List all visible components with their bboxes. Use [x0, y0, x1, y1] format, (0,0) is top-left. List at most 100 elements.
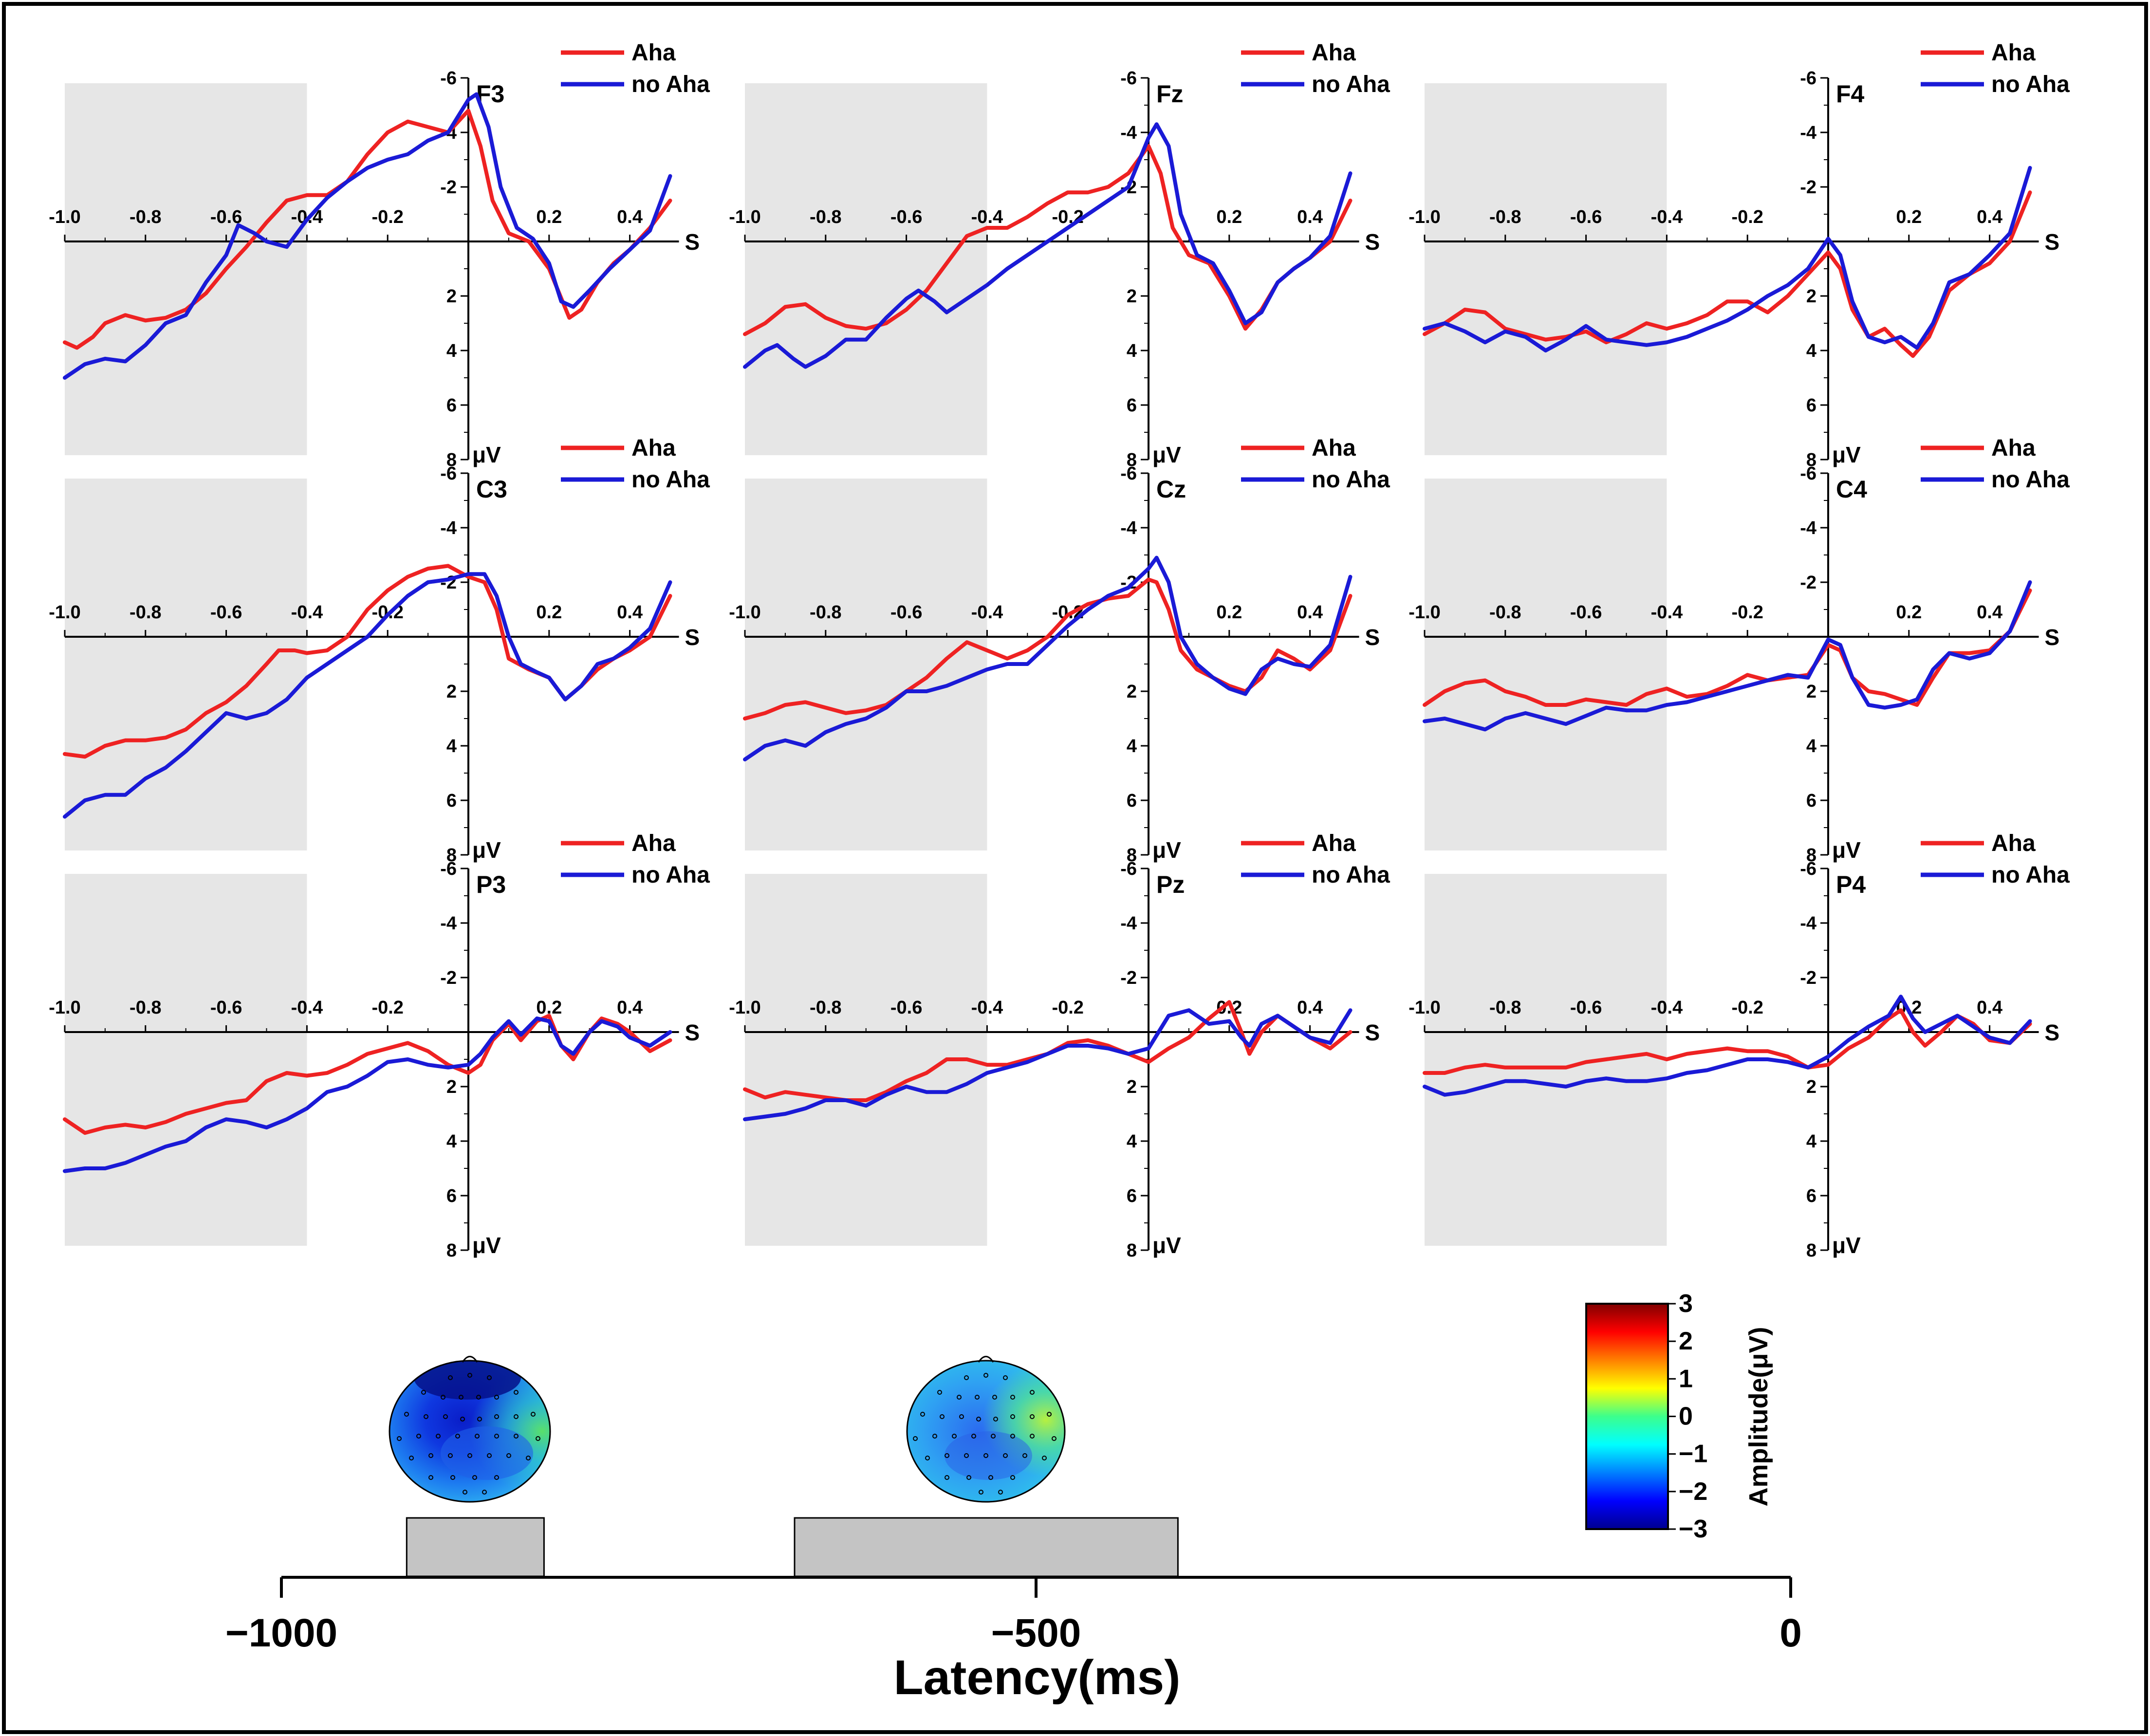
legend-label-aha: Aha [1312, 831, 1356, 856]
electrode-dot [971, 1434, 976, 1439]
electrode-dot [964, 1453, 969, 1458]
x-tick-label: 0.4 [1977, 207, 2002, 227]
timeline-tick-label: −500 [991, 1611, 1081, 1655]
electrode-dot [475, 1434, 480, 1439]
electrode-dot [1010, 1434, 1015, 1439]
y-tick-label: 6 [1806, 791, 1816, 811]
y-tick-label: 8 [446, 845, 457, 866]
y-tick-label: 6 [1806, 1186, 1816, 1206]
electrode-dot [1030, 1390, 1035, 1395]
y-tick-label: -4 [1120, 913, 1137, 934]
x-tick-label: -0.2 [1731, 207, 1763, 227]
x-tick-label: -0.2 [1052, 207, 1083, 227]
baseline-shade [1425, 479, 1667, 850]
x-unit-label: S [1365, 1020, 1380, 1045]
legend-label-aha: Aha [1312, 40, 1356, 66]
colorbar: 3 2 1 0 −1 −2 −3 Amplitude(μV) [1585, 1290, 1773, 1543]
legend-label-aha: Aha [631, 831, 676, 856]
electrode-dot [421, 1390, 426, 1395]
electrode-dot [487, 1375, 492, 1380]
panel-P4: -1.0 -0.8 -0.6 -0.4 -0.2 0.2 0.4-6-4-22468SμVP… [1409, 831, 2070, 1261]
electrode-dot [531, 1412, 536, 1417]
y-tick-label: 6 [1127, 395, 1137, 416]
electrode-dot [397, 1436, 402, 1441]
y-unit-label: μV [1832, 442, 1861, 467]
electrode-dot [1030, 1434, 1035, 1439]
x-tick-label: 0.4 [617, 207, 643, 227]
y-tick-label: 6 [1127, 1186, 1137, 1206]
panel-P3: -1.0 -0.8 -0.6 -0.4 -0.2 0.2 0.4-6-4-22468SμVP… [49, 831, 710, 1261]
series-aha [1423, 1008, 2032, 1075]
electrode-dot [526, 1456, 531, 1460]
x-tick-label: -0.2 [1052, 997, 1083, 1018]
electrode-dot [424, 1414, 428, 1419]
x-tick-label: -0.8 [1489, 602, 1521, 623]
electrode-dot [450, 1475, 455, 1480]
series-no-aha [63, 92, 672, 380]
y-tick-label: 6 [446, 1186, 457, 1206]
x-tick-label: -0.2 [1731, 997, 1763, 1018]
electrode-dot [1047, 1412, 1052, 1417]
y-tick-label: -6 [1120, 463, 1137, 484]
x-tick-label: 0.4 [1977, 602, 2002, 623]
baseline-shade [1425, 874, 1667, 1246]
y-tick-label: 8 [1806, 450, 1816, 470]
electrode-dot [1010, 1414, 1015, 1419]
x-tick-label: -0.4 [291, 602, 323, 623]
y-tick-label: 2 [1806, 682, 1816, 702]
series-aha [63, 1014, 672, 1135]
baseline-shade [1425, 83, 1667, 455]
x-tick-label: -1.0 [1409, 207, 1440, 227]
series-no-aha [1423, 995, 2032, 1097]
legend-label-no-aha: no Aha [631, 862, 710, 888]
x-tick-label: 0.2 [1216, 602, 1242, 623]
y-tick-label: -2 [1800, 573, 1816, 593]
panel-Cz: -1.0 -0.8 -0.6 -0.4 -0.2 0.2 0.4-6-4-22468SμVC… [729, 435, 1390, 866]
electrode-dot [428, 1475, 433, 1480]
panel-Pz: -1.0 -0.8 -0.6 -0.4 -0.2 0.2 0.4-6-4-22468SμVP… [729, 831, 1390, 1261]
electrode-dot [988, 1475, 993, 1480]
x-tick-label: -0.8 [1489, 207, 1521, 227]
y-tick-label: -6 [1120, 859, 1137, 879]
electrode-dot [932, 1434, 937, 1439]
y-tick-label: -2 [1800, 177, 1816, 198]
x-tick-label: -0.6 [890, 207, 922, 227]
x-tick-label: -0.4 [971, 207, 1003, 227]
x-tick-label: -0.4 [971, 602, 1003, 623]
x-tick-label: 0.4 [1297, 207, 1323, 227]
y-tick-label: 8 [1806, 1240, 1816, 1261]
electrode-dot [404, 1412, 409, 1417]
y-tick-label: -2 [440, 573, 457, 593]
electrode-dot [514, 1434, 519, 1439]
series-no-aha [63, 1016, 672, 1173]
x-tick-label: -0.6 [210, 997, 242, 1018]
electrode-dot [920, 1412, 925, 1417]
x-tick-label: -0.8 [810, 997, 841, 1018]
x-tick-label: -0.6 [1570, 207, 1602, 227]
x-tick-label: -0.8 [810, 602, 841, 623]
x-tick-label: 0.4 [617, 602, 643, 623]
colorbar-label: Amplitude(μV) [1744, 1327, 1773, 1506]
x-tick-label: -0.4 [1651, 207, 1683, 227]
electrode-dot [1003, 1453, 1008, 1458]
y-tick-label: -6 [1800, 463, 1816, 484]
y-tick-label: 8 [1127, 845, 1137, 866]
legend: Aha no Aha [1241, 40, 1390, 97]
y-tick-label: 2 [446, 682, 457, 702]
panel-Fz: -1.0 -0.8 -0.6 -0.4 -0.2 0.2 0.4-6-4-22468SμVF… [729, 40, 1390, 470]
legend: Aha no Aha [561, 40, 710, 97]
x-tick-label: -0.4 [291, 997, 323, 1018]
electrode-dot [428, 1453, 433, 1458]
latency-axis-label: Latency(ms) [893, 1650, 1180, 1705]
electrode-label: Fz [1156, 80, 1184, 108]
baseline-shade [745, 83, 987, 455]
electrode-label: F4 [1836, 80, 1865, 108]
y-tick-label: 8 [1127, 1240, 1137, 1261]
electrode-label: P3 [476, 871, 506, 898]
x-tick-label: -1.0 [729, 997, 760, 1018]
y-tick-label: -6 [1800, 68, 1816, 89]
electrode-dot [441, 1395, 445, 1400]
electrode-dot [448, 1453, 453, 1458]
electrode-dot [976, 1417, 981, 1422]
